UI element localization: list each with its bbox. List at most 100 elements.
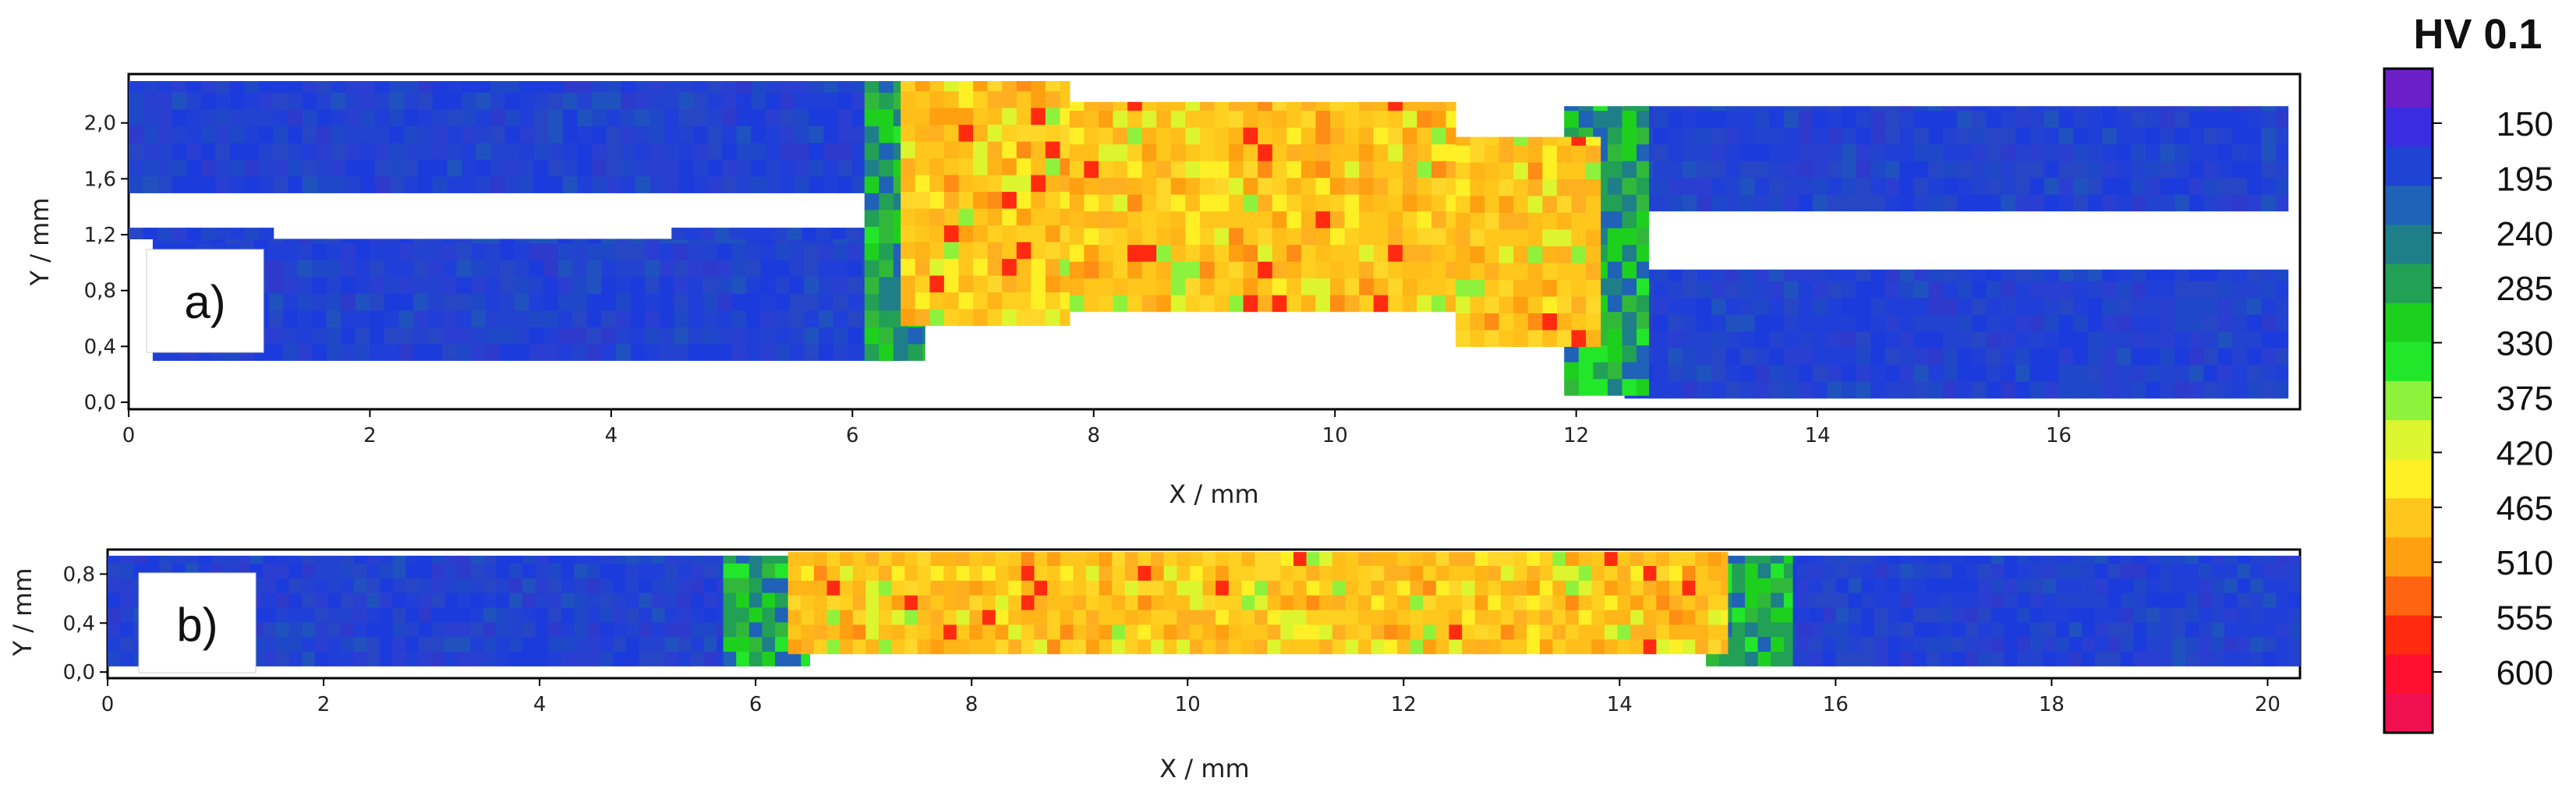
heatmap-cell [447,159,462,177]
heatmap-cell [2289,563,2301,578]
heatmap-cell [1031,191,1046,209]
heatmap-cell [276,578,290,593]
heatmap-cell [509,578,523,593]
panel-a-y-axis-label: Y / mm [25,197,55,286]
heatmap-cell [496,621,510,638]
heatmap-cell [1913,381,1930,399]
heatmap-cell [2160,297,2175,315]
heatmap-cell [1474,552,1488,566]
heatmap-cell [1769,269,1785,281]
heatmap-cell [2160,364,2175,382]
heatmap-cell [1928,143,1944,161]
heatmap-cell [1358,624,1372,640]
heatmap-cell [2121,621,2135,638]
heatmap-cell [483,578,497,593]
heatmap-cell [1258,261,1273,279]
heatmap-cell [1344,210,1360,228]
heatmap-cell [1965,578,1979,593]
heatmap-cell [1258,278,1273,295]
heatmap-cell [1571,279,1587,297]
heatmap-cell [2116,106,2132,111]
colorbar-segment [2384,380,2433,421]
heatmap-cell [1021,595,1035,610]
heatmap-cell [1542,295,1558,313]
heatmap-cell [787,595,801,610]
heatmap-cell [1653,106,1668,111]
heatmap-cell [457,578,471,593]
heatmap-cell [1527,610,1541,625]
heatmap-cell [1445,143,1456,161]
heatmap-cell [2246,281,2263,299]
heatmap-cell [1300,295,1317,313]
heatmap-cell [678,175,694,193]
heatmap-cell [2001,269,2016,281]
heatmap-cell [678,555,692,564]
heatmap-cell [1513,145,1529,163]
heatmap-cell [1397,624,1411,640]
heatmap-cell [1300,161,1317,179]
heatmap-cell [1202,595,1216,610]
heatmap-cell [1711,297,1727,315]
heatmap-cell [1047,565,1061,581]
heatmap-cell [703,555,717,564]
heatmap-cell [1112,552,1126,566]
heatmap-cell [1586,161,1601,179]
heatmap-cell [2102,331,2118,348]
heatmap-cell [1812,161,1828,179]
heatmap-cell [678,81,694,93]
heatmap-cell [1086,552,1100,566]
heatmap-cell [1783,106,1799,111]
heatmap-cell [1034,638,1048,655]
panel-b-y-ticks: 0,00,40,8 [63,563,108,684]
heatmap-cell [1402,177,1418,195]
heatmap-cell [813,595,828,610]
heatmap-cell [1484,195,1500,213]
heatmap-cell [1031,224,1046,242]
heatmap-cell [1060,309,1070,327]
heatmap-cell [1258,161,1273,179]
heatmap-cell [1952,555,1966,564]
heatmap-cell [157,126,173,143]
heatmap-cell [723,563,737,578]
heatmap-cell [457,592,471,608]
heatmap-cell [1199,101,1215,111]
heatmap-cell [1315,244,1331,262]
heatmap-cell [200,142,216,160]
heatmap-cell [2261,297,2277,315]
heatmap-cell [1202,565,1216,581]
heatmap-cell [1899,194,1915,212]
heatmap-cell [917,595,932,610]
heatmap-cell [1571,228,1587,246]
heatmap-cell [2044,106,2060,111]
heatmap-cell [2146,297,2161,315]
heatmap-cell [1084,210,1099,228]
heatmap-cell [2203,364,2219,382]
heatmap-cell [2102,194,2118,212]
heatmap-cell [987,90,1003,108]
heatmap-cell [2198,651,2212,666]
heatmap-cell [2246,106,2263,111]
heatmap-cell [2159,592,2174,608]
heatmap-cell [1566,638,1580,655]
heatmap-cell [1812,106,1828,111]
x-tick-label: 14 [1607,693,1633,716]
heatmap-cell [1431,228,1447,246]
heatmap-cell [1539,552,1553,566]
heatmap-cell [1943,143,1959,161]
panel-b-heatmap-cells [108,552,2301,666]
heatmap-cell [476,175,491,193]
heatmap-cell [2058,381,2074,399]
heatmap-cell [702,239,718,244]
heatmap-cell [2068,621,2082,638]
heatmap-cell [1513,195,1529,213]
heatmap-cell [765,142,781,160]
heatmap-cell [476,81,491,93]
heatmap-cell [1842,297,1857,315]
heatmap-cell [904,565,918,581]
heatmap-cell [1899,269,1915,281]
heatmap-cell [837,175,853,193]
heatmap-cell [1556,136,1573,146]
heatmap-cell [1578,595,1592,610]
heatmap-cell [431,621,445,638]
heatmap-cell [1539,565,1553,581]
